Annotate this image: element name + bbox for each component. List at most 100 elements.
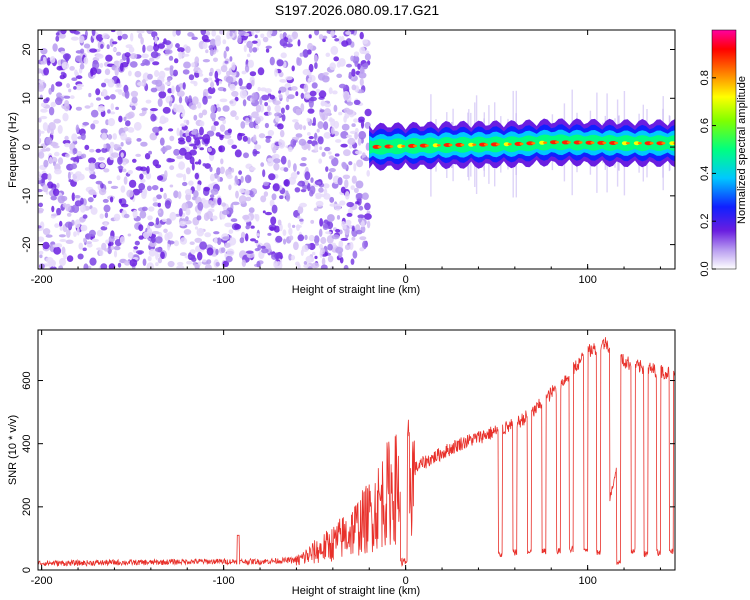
- noise-blob: [359, 236, 367, 241]
- noise-blob: [210, 81, 215, 88]
- noise-blob: [39, 254, 43, 259]
- noise-blob: [220, 158, 224, 165]
- noise-blob: [139, 173, 144, 180]
- noise-blob: [179, 147, 187, 156]
- noise-blob: [100, 43, 104, 49]
- noise-blob: [69, 66, 75, 71]
- noise-blob: [231, 144, 238, 149]
- noise-blob: [365, 142, 371, 151]
- noise-blob: [191, 62, 196, 68]
- noise-blob: [283, 238, 287, 245]
- noise-blob: [310, 219, 315, 224]
- noise-blob: [190, 80, 196, 84]
- noise-blob: [323, 108, 332, 116]
- noise-blob: [176, 127, 180, 137]
- noise-blob: [217, 197, 222, 206]
- noise-blob: [117, 156, 123, 165]
- noise-blob: [88, 92, 92, 98]
- noise-blob: [319, 249, 323, 259]
- noise-blob: [231, 62, 236, 71]
- noise-blob: [127, 252, 134, 259]
- noise-blob: [359, 247, 365, 252]
- noise-blob: [308, 99, 314, 108]
- noise-blob: [185, 129, 190, 138]
- noise-blob: [304, 234, 308, 241]
- noise-blob: [194, 56, 200, 64]
- noise-blob: [75, 124, 80, 133]
- noise-blob: [331, 157, 339, 167]
- noise-blob: [38, 171, 41, 177]
- noise-blob: [359, 46, 366, 55]
- noise-blob: [352, 250, 358, 259]
- noise-blob: [66, 229, 71, 238]
- noise-blob: [230, 110, 237, 117]
- noise-blob: [239, 86, 246, 90]
- noise-blob: [52, 43, 58, 52]
- noise-blob: [346, 212, 353, 217]
- noise-blob: [162, 218, 167, 222]
- noise-blob: [350, 55, 354, 62]
- noise-blob: [129, 53, 138, 60]
- noise-blob: [328, 168, 336, 173]
- noise-blob: [337, 177, 343, 186]
- noise-blob: [127, 233, 132, 237]
- x-tick-label: 100: [578, 274, 596, 286]
- noise-blob: [228, 184, 232, 191]
- noise-blob: [38, 188, 43, 193]
- noise-blob: [296, 171, 300, 175]
- noise-blob: [146, 45, 154, 52]
- noise-blob: [54, 168, 62, 175]
- noise-blob: [292, 224, 296, 228]
- noise-blob: [266, 157, 275, 162]
- noise-blob: [45, 97, 50, 102]
- noise-blob: [81, 133, 86, 141]
- noise-blob: [142, 44, 146, 53]
- noise-blob: [320, 236, 327, 245]
- noise-blob: [176, 264, 185, 269]
- noise-blob: [225, 46, 230, 52]
- noise-blob: [354, 132, 358, 140]
- noise-blob: [140, 37, 144, 45]
- noise-blob: [185, 208, 191, 216]
- snr-panel: -200 -100 0 100 0 200 400 600 Height of straigh…: [7, 329, 676, 597]
- noise-blob: [38, 68, 43, 74]
- noise-blob: [210, 188, 219, 195]
- noise-blob: [335, 139, 342, 143]
- noise-blob: [278, 90, 282, 94]
- noise-blob: [89, 257, 97, 266]
- noise-blob: [189, 149, 197, 156]
- noise-blob: [101, 242, 107, 251]
- noise-blob: [255, 104, 261, 113]
- noise-blob: [107, 118, 116, 127]
- noise-blob: [263, 191, 269, 197]
- noise-blob: [60, 50, 66, 55]
- noise-blob: [178, 208, 183, 217]
- noise-blob: [207, 95, 212, 99]
- noise-blob: [280, 107, 285, 114]
- noise-blob: [95, 53, 104, 59]
- noise-blob: [322, 183, 330, 189]
- noise-blob: [274, 104, 281, 113]
- noise-blob: [110, 185, 119, 189]
- noise-blob: [135, 153, 142, 157]
- noise-blob: [50, 128, 54, 136]
- noise-blob: [211, 30, 217, 37]
- noise-blob: [109, 38, 114, 47]
- noise-blob: [102, 198, 109, 203]
- noise-blob: [191, 162, 195, 171]
- noise-blob: [323, 132, 332, 139]
- noise-blob: [256, 38, 261, 47]
- noise-blob: [95, 180, 103, 185]
- noise-blob: [321, 257, 326, 266]
- noise-blob: [231, 90, 239, 97]
- noise-blob: [184, 96, 189, 104]
- noise-blob: [163, 192, 167, 200]
- noise-blob: [147, 256, 152, 262]
- noise-blob: [273, 260, 278, 269]
- noise-blob: [197, 251, 203, 261]
- noise-blob: [246, 82, 252, 90]
- ridge-core-edge: [413, 144, 417, 148]
- noise-blob: [277, 219, 282, 226]
- noise-blob: [231, 201, 240, 206]
